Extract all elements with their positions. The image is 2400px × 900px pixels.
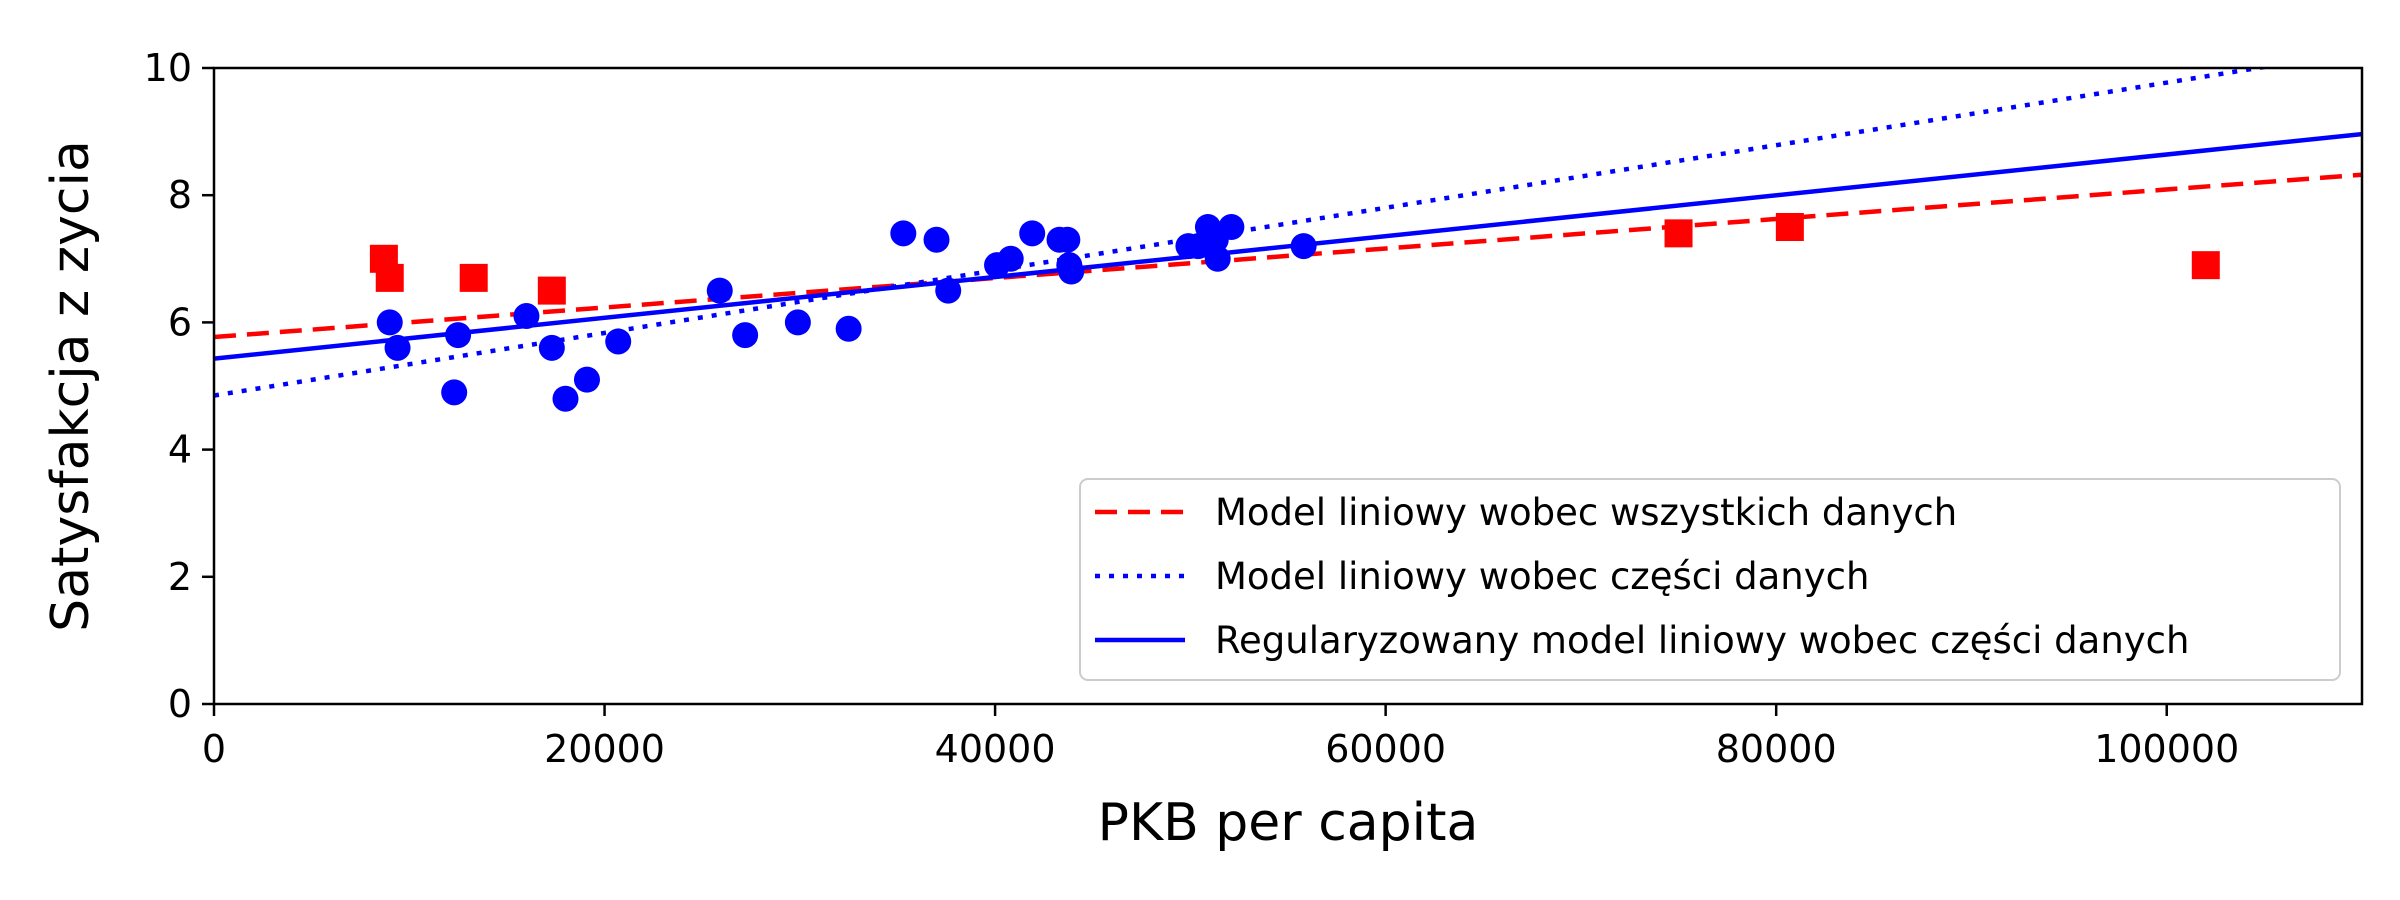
data-point-circle: [1054, 226, 1081, 253]
y-tick-label: 6: [168, 300, 192, 344]
data-point-circle: [784, 309, 811, 336]
series-line-solid: [214, 131, 2362, 361]
y-tick-label: 8: [168, 173, 192, 217]
x-tick-label: 60000: [1325, 727, 1446, 771]
data-point-circle: [538, 334, 565, 361]
data-point-circle: [1019, 220, 1046, 247]
y-axis-label: Satysfakcja z zycia: [41, 140, 101, 632]
data-point-square: [2191, 251, 2220, 280]
data-point-circle: [890, 220, 917, 247]
data-point-circle: [1290, 233, 1317, 260]
legend: Model liniowy wobec wszystkich danych Mod…: [1079, 478, 2341, 681]
legend-label: Model liniowy wobec wszystkich danych: [1215, 491, 1957, 534]
data-point-square: [537, 276, 566, 305]
data-point-circle: [552, 385, 579, 412]
y-tick-label: 2: [168, 555, 192, 599]
y-axis-ticks: 0 2 4 6 8 10: [144, 46, 214, 726]
data-point-circle: [732, 322, 759, 349]
data-point-circle: [384, 334, 411, 361]
data-point-circle: [1058, 258, 1085, 285]
x-axis-ticks: 0 20000 40000 60000 80000 100000: [202, 704, 2239, 771]
x-tick-label: 100000: [2094, 727, 2239, 771]
y-tick-label: 10: [144, 46, 192, 90]
data-point-circle: [376, 309, 403, 336]
data-point-circle: [835, 315, 862, 342]
data-point-circle: [605, 328, 632, 355]
data-point-circle: [1218, 214, 1245, 240]
data-point-circle: [935, 277, 962, 304]
plot-frame: [212, 66, 2364, 706]
x-tick-label: 20000: [544, 727, 665, 771]
legend-label: Model liniowy wobec części danych: [1215, 555, 1869, 598]
legend-box: [1079, 478, 2341, 681]
x-tick-label: 0: [202, 727, 226, 771]
data-point-square: [1775, 213, 1804, 241]
series-line-dashed: [214, 172, 2362, 340]
data-point-circle: [997, 245, 1024, 272]
data-point-square: [1664, 219, 1693, 248]
data-point-circle: [513, 303, 540, 330]
regression-lines: [214, 68, 2362, 398]
x-tick-label: 40000: [935, 727, 1056, 771]
data-point-circle: [1204, 245, 1231, 272]
data-point-circle: [573, 366, 600, 393]
legend-label: Regularyzowany model liniowy wobec częśc…: [1215, 619, 2189, 662]
y-tick-label: 4: [168, 428, 192, 472]
data-point-square: [375, 263, 404, 292]
y-tick-label: 0: [168, 682, 192, 726]
data-point-circle: [923, 226, 950, 253]
data-point-square: [459, 263, 488, 292]
x-tick-label: 80000: [1716, 727, 1837, 771]
x-axis-label: PKB per capita: [1098, 793, 1479, 853]
data-point-circle: [706, 277, 733, 304]
data-point-circle: [441, 379, 468, 406]
data-points: [369, 213, 2220, 412]
data-point-circle: [445, 322, 472, 349]
